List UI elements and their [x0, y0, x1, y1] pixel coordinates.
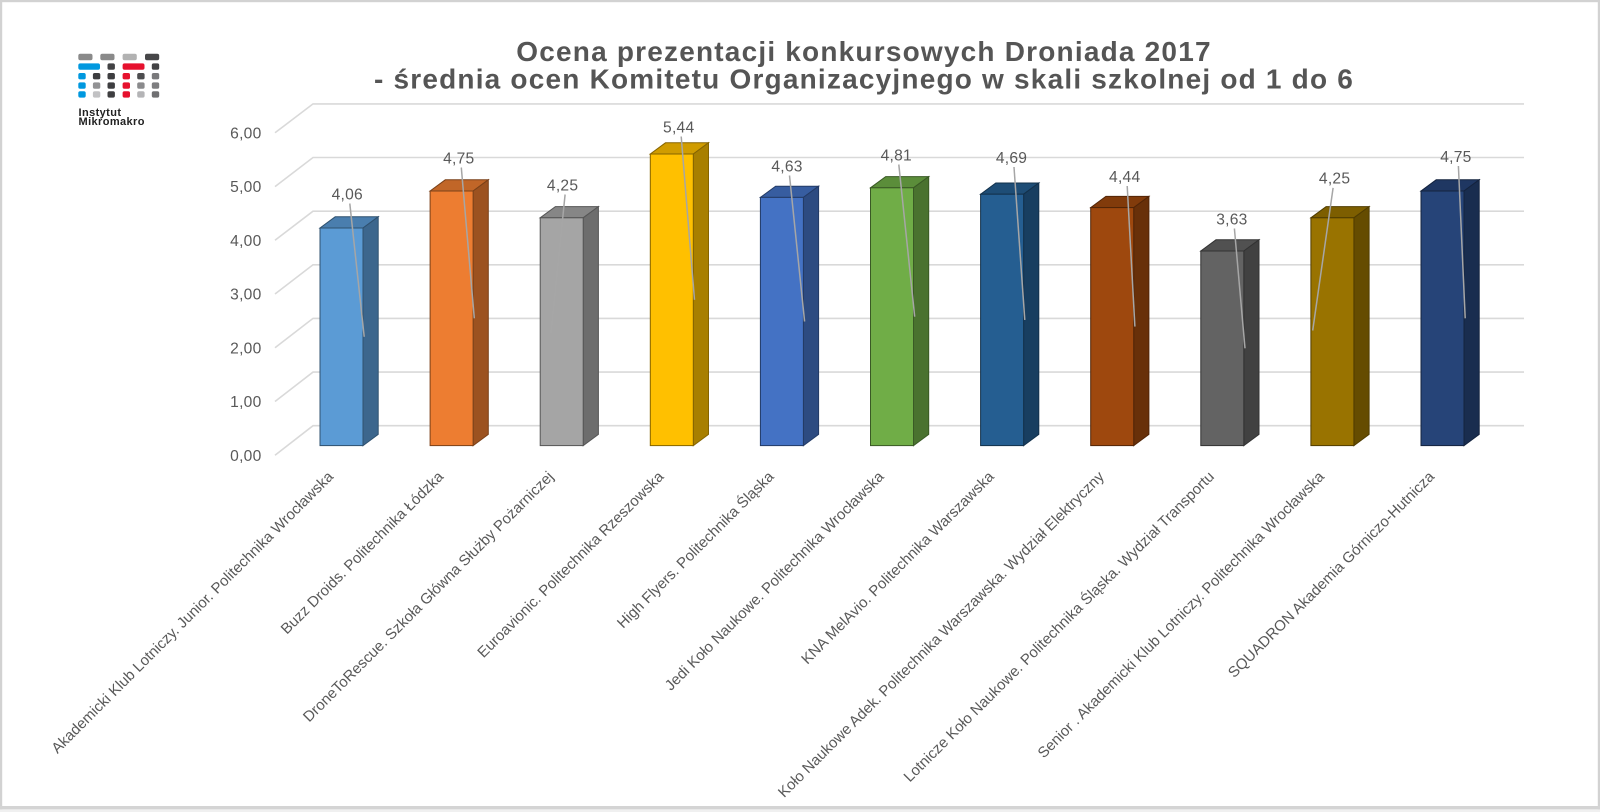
svg-text:4,69: 4,69: [996, 150, 1027, 167]
svg-text:3,00: 3,00: [230, 287, 261, 304]
svg-text:4,25: 4,25: [547, 178, 578, 195]
svg-text:1,00: 1,00: [230, 394, 261, 411]
svg-text:4,25: 4,25: [1319, 170, 1350, 187]
svg-text:4,75: 4,75: [443, 151, 474, 168]
svg-text:0,00: 0,00: [230, 448, 261, 465]
svg-text:3,63: 3,63: [1216, 212, 1247, 229]
svg-text:4,00: 4,00: [230, 233, 261, 250]
svg-text:- średnia ocen Komitetu Organi: - średnia ocen Komitetu Organizacyjnego …: [374, 64, 1354, 95]
svg-text:4,44: 4,44: [1109, 169, 1140, 186]
svg-text:4,06: 4,06: [332, 187, 363, 204]
svg-text:4,75: 4,75: [1440, 149, 1471, 166]
svg-text:Ocena prezentacji konkursowych: Ocena prezentacji konkursowych Droniada …: [516, 36, 1212, 67]
svg-text:2,00: 2,00: [230, 340, 261, 357]
svg-text:4,81: 4,81: [881, 148, 912, 165]
svg-text:Mikromakro: Mikromakro: [79, 116, 145, 128]
svg-text:4,63: 4,63: [771, 159, 802, 176]
svg-text:5,44: 5,44: [663, 120, 694, 137]
svg-text:Instytut: Instytut: [79, 107, 122, 119]
svg-text:6,00: 6,00: [230, 125, 261, 142]
svg-text:5,00: 5,00: [230, 179, 261, 196]
